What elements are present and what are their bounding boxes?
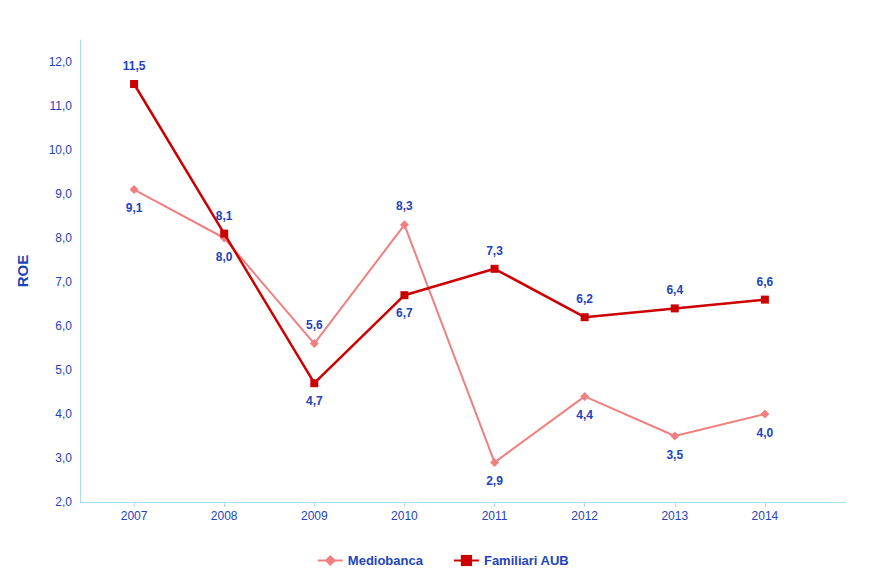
svg-text:6,0: 6,0 [55, 319, 72, 333]
svg-text:10,0: 10,0 [49, 143, 73, 157]
svg-text:2012: 2012 [571, 509, 598, 523]
svg-text:2010: 2010 [391, 509, 418, 523]
svg-text:4,0: 4,0 [757, 426, 774, 440]
svg-text:2008: 2008 [211, 509, 238, 523]
svg-text:6,6: 6,6 [757, 275, 774, 289]
svg-text:7,3: 7,3 [486, 244, 503, 258]
svg-text:3,0: 3,0 [55, 451, 72, 465]
svg-text:4,4: 4,4 [576, 408, 593, 422]
svg-text:2011: 2011 [482, 509, 508, 523]
svg-text:2,9: 2,9 [486, 474, 503, 488]
svg-text:12,0: 12,0 [49, 55, 73, 69]
svg-text:6,7: 6,7 [396, 306, 413, 320]
svg-text:Familiari AUB: Familiari AUB [484, 553, 569, 568]
svg-text:5,0: 5,0 [55, 363, 72, 377]
svg-text:ROE: ROE [14, 255, 31, 288]
svg-text:2007: 2007 [121, 509, 148, 523]
svg-text:8,0: 8,0 [55, 231, 72, 245]
svg-text:2013: 2013 [661, 509, 688, 523]
svg-text:Mediobanca: Mediobanca [348, 553, 424, 568]
svg-text:3,5: 3,5 [666, 448, 683, 462]
svg-text:9,0: 9,0 [55, 187, 72, 201]
svg-text:8,3: 8,3 [396, 199, 413, 213]
svg-text:11,5: 11,5 [123, 59, 146, 73]
svg-text:6,4: 6,4 [666, 283, 683, 297]
svg-text:6,2: 6,2 [576, 292, 593, 306]
svg-text:4,0: 4,0 [55, 407, 72, 421]
svg-text:8,0: 8,0 [216, 250, 233, 264]
svg-text:9,1: 9,1 [126, 201, 143, 215]
svg-text:5,6: 5,6 [306, 318, 323, 332]
svg-text:4,7: 4,7 [306, 394, 323, 408]
svg-text:2,0: 2,0 [55, 495, 72, 509]
svg-text:7,0: 7,0 [55, 275, 72, 289]
svg-text:8,1: 8,1 [216, 209, 233, 223]
svg-text:2014: 2014 [752, 509, 779, 523]
svg-text:11,0: 11,0 [50, 99, 73, 113]
svg-text:2009: 2009 [301, 509, 328, 523]
